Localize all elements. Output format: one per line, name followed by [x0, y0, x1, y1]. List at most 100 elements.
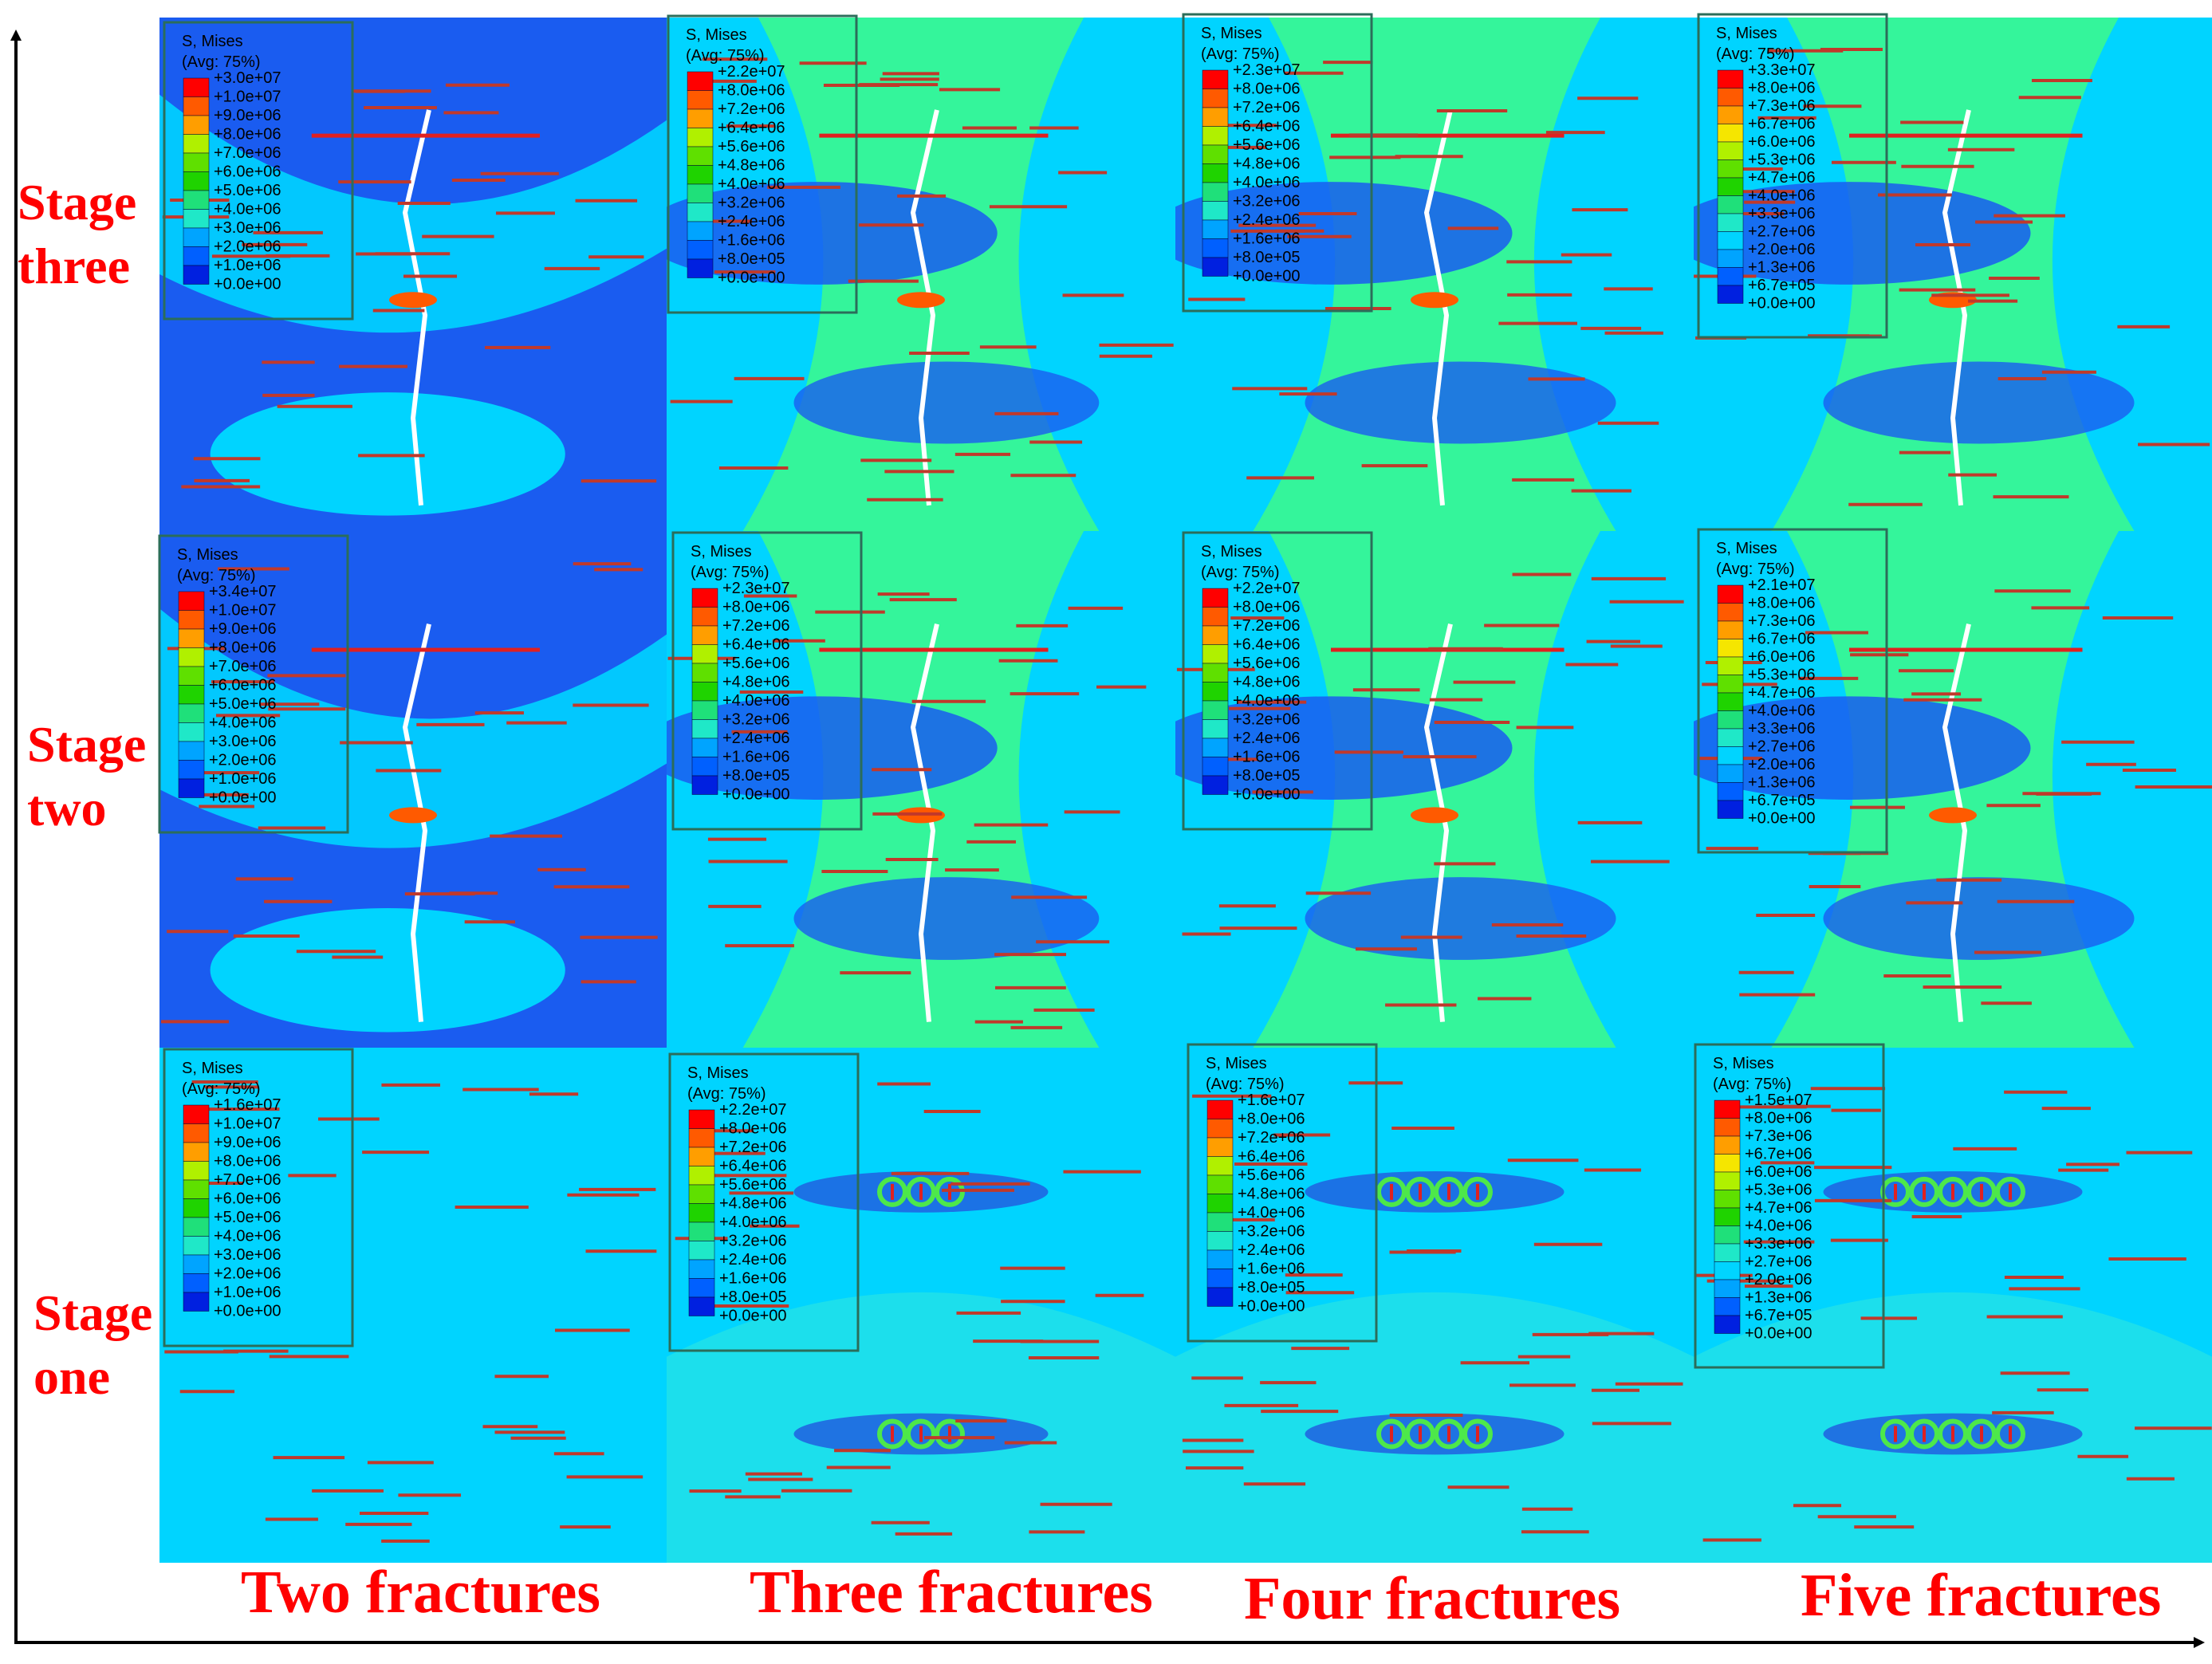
- row-label-stage-two: Stage two: [27, 716, 159, 836]
- legend-swatch: [687, 221, 714, 241]
- legend-swatch: [178, 628, 205, 648]
- legend-value: +4.0e+06: [1748, 702, 1816, 720]
- legend-value: +3.2e+06: [719, 1233, 787, 1250]
- legend-swatch: [1714, 1279, 1741, 1298]
- legend-value: +1.3e+06: [1748, 774, 1816, 792]
- legend-swatch: [688, 1166, 715, 1186]
- legend-value: +5.3e+06: [1748, 151, 1816, 169]
- legend-title: S, Mises: [1716, 25, 1777, 42]
- legend-value: +8.0e+05: [1233, 249, 1301, 266]
- legend-swatch: [1717, 88, 1744, 107]
- legend-value: +8.0e+06: [1745, 1110, 1813, 1127]
- legend-swatch: [1717, 213, 1744, 232]
- legend-value: +1.6e+07: [1238, 1092, 1305, 1109]
- legend-value: +2.4e+06: [1233, 730, 1301, 747]
- legend-swatch: [688, 1203, 715, 1223]
- legend-value: +5.0e+06: [214, 1209, 281, 1226]
- legend-swatch: [183, 1142, 210, 1162]
- legend-swatch: [687, 90, 714, 110]
- legend-subtitle: (Avg: 75%): [687, 1085, 766, 1103]
- legend-value: +0.0e+00: [718, 269, 785, 287]
- crack-path: [402, 109, 431, 506]
- legend-value: +1.6e+06: [1238, 1261, 1305, 1278]
- legend-swatch: [688, 1147, 715, 1166]
- legend-subtitle: (Avg: 75%): [177, 567, 256, 584]
- legend-swatch: [1202, 625, 1229, 645]
- crack-path: [1942, 109, 1971, 506]
- legend-value: +6.0e+06: [1748, 133, 1816, 151]
- legend-value: +9.0e+06: [214, 1134, 281, 1151]
- legend-swatch: [691, 607, 718, 627]
- legend-swatch: [1206, 1137, 1234, 1157]
- legend-value: +6.0e+06: [1748, 648, 1816, 666]
- legend-value: +2.0e+06: [1748, 756, 1816, 773]
- legend-value: +0.0e+00: [1748, 810, 1816, 828]
- legend-value: +2.0e+06: [209, 752, 277, 769]
- contour-field: [667, 18, 1175, 531]
- legend-value: +7.2e+06: [722, 617, 790, 635]
- legend-box: [1182, 13, 1373, 313]
- legend-value: +7.2e+06: [1233, 617, 1301, 635]
- legend-swatch: [1202, 757, 1229, 777]
- legend-title: S, Mises: [182, 1060, 243, 1077]
- legend-value: +1.0e+06: [209, 770, 277, 788]
- legend-value: +2.4e+06: [1233, 211, 1301, 229]
- legend-value: +4.8e+06: [718, 157, 785, 175]
- legend-value: +9.0e+06: [209, 620, 277, 638]
- legend-value: +3.0e+07: [214, 69, 281, 87]
- legend-box: [667, 14, 858, 314]
- legend-value: +3.0e+06: [214, 219, 281, 237]
- legend-swatch: [1202, 89, 1229, 108]
- legend-value: +6.7e+05: [1748, 277, 1816, 294]
- legend-value: +3.3e+07: [1748, 61, 1816, 79]
- legend-value: +8.0e+06: [1238, 1111, 1305, 1128]
- legend-value: +3.2e+06: [1233, 193, 1301, 210]
- legend-swatch: [1717, 746, 1744, 765]
- legend-value: +1.6e+06: [722, 749, 790, 766]
- legend-box: [1182, 531, 1373, 831]
- legend-value: +2.2e+07: [719, 1101, 787, 1119]
- legend-value: +8.0e+06: [1748, 595, 1816, 612]
- legend-value: +4.7e+06: [1748, 169, 1816, 187]
- legend-swatch: [1717, 800, 1744, 819]
- legend-0: S, Mises (Avg: 75%)+3.0e+07 +1.0e+07+9.0e+…: [163, 21, 354, 321]
- legend-value: +3.0e+06: [214, 1246, 281, 1264]
- legend-value: +8.0e+06: [1748, 80, 1816, 97]
- legend-value: +4.0e+06: [719, 1214, 787, 1231]
- contour-panel-stage-three-five-fractures: [1694, 18, 2212, 531]
- legend-value: +8.0e+06: [209, 639, 277, 657]
- column-label-five-fractures: Five fractures: [1801, 1562, 2161, 1629]
- legend-swatch: [178, 741, 205, 761]
- legend-value: +0.0e+00: [1233, 786, 1301, 804]
- legend-swatch: [1717, 159, 1744, 179]
- legend-value: +0.0e+00: [1745, 1325, 1813, 1343]
- contour-field: [1175, 531, 1694, 1048]
- legend-swatch: [1206, 1249, 1234, 1269]
- legend-value: +8.0e+06: [718, 82, 785, 100]
- legend-swatch: [183, 152, 210, 172]
- stress-hotspot: [1929, 807, 1977, 824]
- legend-swatch: [183, 77, 210, 97]
- contour-field: [1175, 1048, 1694, 1563]
- legend-value: +5.6e+06: [1233, 655, 1301, 672]
- legend-value: +7.2e+06: [1233, 99, 1301, 116]
- legend-value: +7.0e+06: [214, 144, 281, 162]
- legend-6: S, Mises (Avg: 75%)+2.2e+07 +8.0e+06+7.2e+…: [1182, 531, 1373, 831]
- legend-swatch: [1717, 584, 1744, 604]
- legend-swatch: [1717, 69, 1744, 89]
- legend-value: +2.0e+06: [214, 1265, 281, 1283]
- crack-path: [910, 109, 939, 506]
- legend-swatch: [1202, 738, 1229, 757]
- legend-value: +6.0e+06: [214, 163, 281, 181]
- legend-value: +5.3e+06: [1748, 667, 1816, 684]
- legend-swatch: [1714, 1297, 1741, 1316]
- legend-value: +4.0e+06: [1745, 1218, 1813, 1235]
- legend-swatch: [1202, 126, 1229, 146]
- contour-panel-stage-two-four-fractures: [1175, 531, 1694, 1048]
- row-label-stage-three: Stage three: [18, 174, 149, 294]
- legend-value: +6.7e+06: [1748, 631, 1816, 648]
- legend-swatch: [1206, 1231, 1234, 1251]
- legend-value: +4.7e+06: [1745, 1199, 1813, 1217]
- legend-value: +2.0e+06: [1745, 1271, 1813, 1288]
- legend-value: +0.0e+00: [1238, 1298, 1305, 1316]
